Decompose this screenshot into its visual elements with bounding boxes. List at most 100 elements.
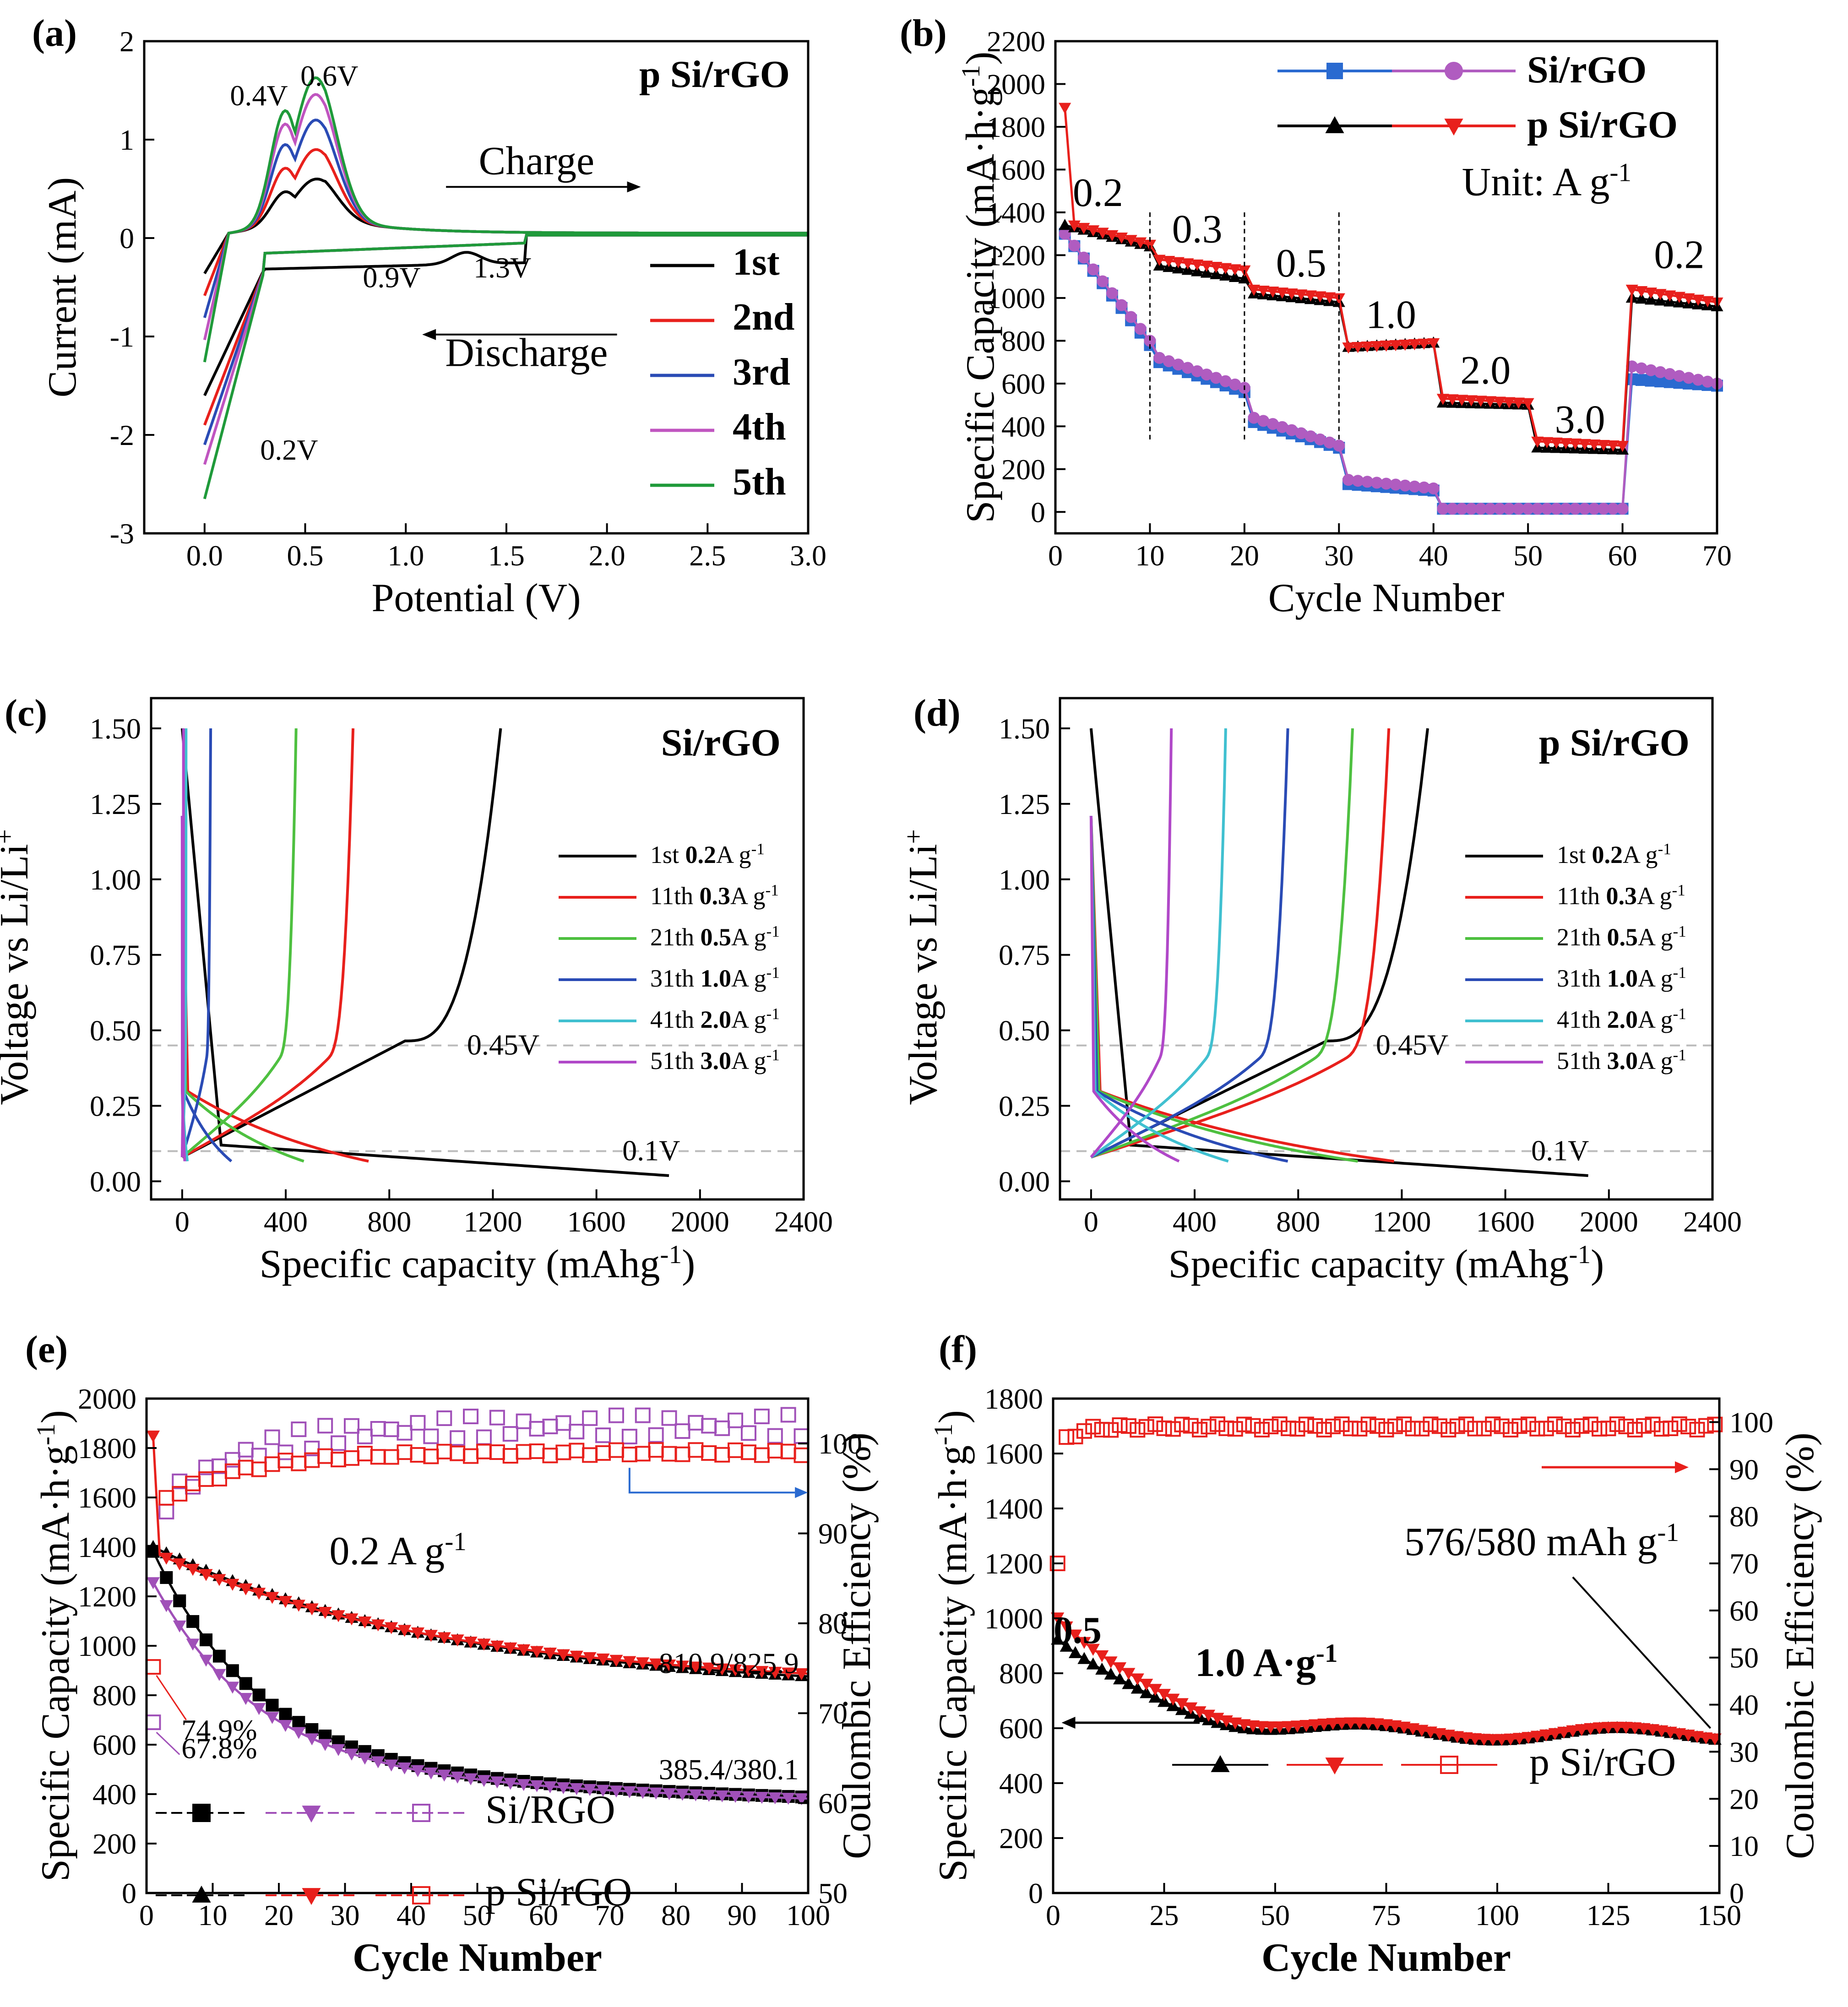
long-ce-point <box>1636 1418 1652 1434</box>
rate-point <box>1682 293 1695 304</box>
panel-f-ytick-label: 1600 <box>984 1437 1043 1470</box>
cycle-point <box>451 1771 464 1784</box>
cycle-point <box>795 1793 809 1806</box>
ce-point <box>740 1444 756 1460</box>
panel-f-y2tick-label: 70 <box>1729 1547 1759 1580</box>
discharge-curve-1 <box>180 816 369 1163</box>
unit-label-sup: -1 <box>1609 158 1631 187</box>
ce-point <box>251 1461 267 1477</box>
cycle-point <box>318 1607 332 1619</box>
legend-label-5: 51th 3.0A g-1 <box>650 1046 780 1075</box>
charge-curve-2 <box>1090 728 1354 1159</box>
panel-b-ytick-label: 200 <box>1001 453 1045 486</box>
legend-unit-sup: -1 <box>1673 922 1686 940</box>
long-ce-point <box>1245 1418 1261 1434</box>
rate-point <box>1077 251 1090 264</box>
long-point <box>1104 1656 1118 1669</box>
ce-point <box>251 1448 267 1464</box>
legend-marker-si-charge <box>1445 62 1463 80</box>
long-ce-point <box>1307 1418 1323 1434</box>
ce-point <box>582 1447 598 1463</box>
charge-curve-0 <box>181 728 502 1159</box>
cycle-point <box>292 1716 305 1729</box>
cycle-point <box>186 1615 200 1628</box>
rate-point <box>1295 289 1308 301</box>
cycle-point <box>279 1708 292 1721</box>
cycle-point <box>266 1712 279 1724</box>
panel-f-xtick-label: 125 <box>1587 1899 1631 1931</box>
cycle-point <box>212 1574 226 1586</box>
long-point <box>1113 1662 1127 1675</box>
long-point <box>1077 1637 1091 1649</box>
rate-point <box>1210 268 1223 279</box>
cv-cathodic-5th <box>203 233 808 499</box>
long-ce-point <box>1120 1418 1136 1434</box>
long-point <box>1557 1726 1571 1739</box>
ce-point <box>529 1443 545 1459</box>
long-ce-point <box>1334 1416 1350 1432</box>
charge-curve-1 <box>1090 728 1391 1159</box>
rate-point <box>1446 394 1459 406</box>
ce-point <box>331 1435 347 1451</box>
panel-b-ytick-label: 1000 <box>987 282 1045 315</box>
unit-label: Unit: A g-1 <box>1462 158 1631 205</box>
panel-a-xtick-label: 1.5 <box>488 539 525 572</box>
panel-d-xtick-label: 800 <box>1276 1205 1320 1238</box>
cycle-point <box>623 1656 636 1668</box>
rate-point <box>1616 503 1629 515</box>
long-point <box>1095 1662 1109 1675</box>
long-point <box>1433 1728 1446 1741</box>
legend-cycle: 21th <box>650 923 701 951</box>
left-axis-arrowhead <box>1061 1717 1076 1729</box>
long-point <box>1148 1690 1162 1703</box>
long-point <box>1157 1695 1171 1707</box>
panel-c-xtick-label: 0 <box>175 1205 190 1238</box>
panel-d-ytick-label: 0.25 <box>999 1090 1050 1123</box>
long-ce-point <box>1085 1419 1101 1435</box>
long-point <box>1424 1726 1438 1739</box>
legend-unit: A g <box>1638 1006 1673 1033</box>
discharge-curve-2 <box>180 816 304 1163</box>
legend-label-5: 51th 3.0A g-1 <box>1557 1046 1686 1075</box>
cycle-point <box>451 1634 464 1647</box>
ce-point <box>410 1447 426 1463</box>
panel-d-ytick-label: 0.75 <box>999 939 1050 971</box>
rate-point <box>1059 228 1071 240</box>
cycle-point <box>570 1783 583 1795</box>
peak-label-0.4V: 0.4V <box>230 79 288 112</box>
long-point <box>1486 1734 1500 1746</box>
profile-3 <box>1089 728 1289 1163</box>
cycle-point <box>332 1744 345 1756</box>
long-ce-point <box>1192 1421 1208 1437</box>
rate-point <box>1701 375 1714 388</box>
legend-label-si-rgo: Si/rGO <box>1527 49 1647 91</box>
rate-point <box>1692 294 1705 306</box>
ce-point <box>145 1659 161 1675</box>
panel-f-rate-base: 1.0 A·g <box>1195 1641 1316 1685</box>
ce-point <box>661 1446 677 1462</box>
rate-point <box>1569 438 1582 450</box>
ce-point <box>397 1425 413 1441</box>
long-point <box>1681 1730 1695 1742</box>
rate-point <box>1068 220 1081 232</box>
panel-c-xtick-label: 1600 <box>567 1205 626 1238</box>
panel-d-frame <box>1059 697 1714 1201</box>
panel-e-label: (e) <box>25 1328 68 1371</box>
long-point <box>1068 1646 1082 1658</box>
rate-point <box>1597 439 1610 451</box>
panel-d-ytick-label: 1.50 <box>999 712 1050 745</box>
rate-point <box>1531 436 1544 448</box>
cycle-point <box>702 1790 716 1802</box>
long-point <box>1344 1717 1358 1730</box>
rate-label-6: 0.2 <box>1654 233 1704 277</box>
rate-point <box>1663 368 1676 380</box>
profile-3 <box>180 728 233 1162</box>
panel-c-ytick-label: 0.25 <box>90 1090 141 1123</box>
legend-label-4th: 4th <box>733 406 786 448</box>
rate-point <box>1493 396 1506 408</box>
ce-point <box>621 1428 637 1444</box>
ce-point <box>582 1410 598 1426</box>
rate-point <box>1191 265 1204 277</box>
legend-unit: A g <box>1637 882 1672 910</box>
long-point <box>1406 1723 1420 1736</box>
